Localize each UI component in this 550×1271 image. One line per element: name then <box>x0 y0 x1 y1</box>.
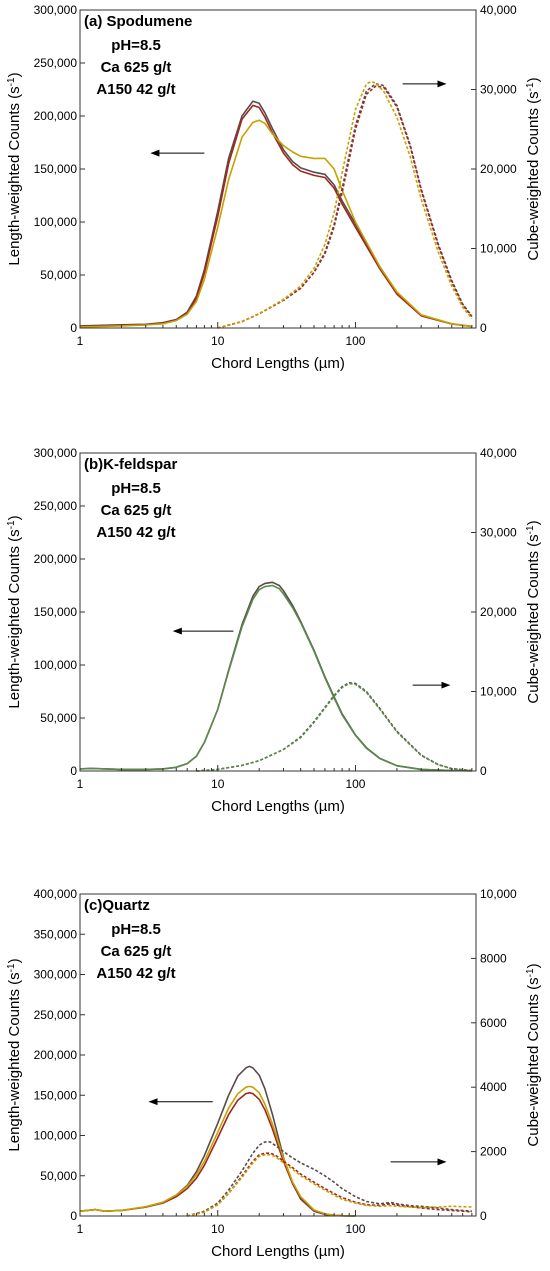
plot-frame <box>79 452 477 772</box>
y-right-tick-label: 0 <box>480 321 487 335</box>
x-axis-title: Chord Lengths (µm) <box>211 355 345 372</box>
annotation-line: Ca 625 g/t <box>101 59 172 76</box>
y-left-tick-label: 150,000 <box>34 605 78 619</box>
plot-frame <box>79 9 477 329</box>
chart-panel-3: 1 10 100 0 50,000 100,000 150,000 200,000 250,00… <box>6 887 543 1260</box>
series-line-1 <box>79 581 472 772</box>
y-left-tick-label: 300,000 <box>34 446 78 460</box>
y-right-tick-label: 40,000 <box>480 446 517 460</box>
y-right-tick-label: 4000 <box>480 1080 507 1094</box>
y-left-axis-title: Length-weighted Counts (s-1) <box>6 958 24 1151</box>
y-left-axis-title: Length-weighted Counts (s-1) <box>6 72 24 265</box>
annotation-line: pH=8.5 <box>111 480 161 497</box>
y-right-tick-label: 10,000 <box>480 685 517 699</box>
y-left-tick-label: 150,000 <box>34 1088 78 1102</box>
y-left-tick-label: 400,000 <box>34 887 78 901</box>
y-left-tick-label: 100,000 <box>34 658 78 672</box>
series-line-2 <box>79 1092 356 1217</box>
y-right-tick-label: 6000 <box>480 1016 507 1030</box>
y-left-tick-label: 50,000 <box>40 1169 77 1183</box>
y-right-tick-label: 30,000 <box>480 83 517 97</box>
y-right-tick-label: 0 <box>480 1209 487 1223</box>
series-line-2 <box>79 584 472 772</box>
y-right-tick-label: 8000 <box>480 951 507 965</box>
series-line-6 <box>187 1154 472 1217</box>
series-line-1 <box>79 1065 356 1217</box>
y-left-tick-label: 300,000 <box>34 968 78 982</box>
chart-panel-1: 1 10 100 0 50,000 100,000 150,000 200,000 250,00… <box>6 3 543 372</box>
annotation-line: Ca 625 g/t <box>101 943 172 960</box>
y-right-tick-label: 2000 <box>480 1145 507 1159</box>
y-left-tick-label: 50,000 <box>40 268 77 282</box>
series-line-1 <box>79 100 473 328</box>
x-tick-label: 10 <box>211 1222 225 1236</box>
series-line-4 <box>186 1141 472 1217</box>
x-tick-label: 100 <box>345 334 365 348</box>
y-left-tick-label: 100,000 <box>34 215 78 229</box>
series-line-3 <box>79 1085 356 1217</box>
y-left-tick-label: 250,000 <box>34 499 78 513</box>
annotation-line: Ca 625 g/t <box>101 502 172 519</box>
y-right-axis-title: Cube-weighted Counts (s-1) <box>525 520 543 703</box>
y-left-tick-label: 250,000 <box>34 56 78 70</box>
x-tick-label: 1 <box>77 1222 84 1236</box>
y-left-tick-label: 300,000 <box>34 3 78 17</box>
y-right-tick-label: 10,000 <box>480 242 517 256</box>
y-left-tick-label: 50,000 <box>40 711 77 725</box>
x-tick-label: 1 <box>77 334 84 348</box>
series-line-3 <box>79 119 473 328</box>
annotation-line: pH=8.5 <box>111 921 161 938</box>
y-left-tick-label: 0 <box>70 764 77 778</box>
x-axis-title: Chord Lengths (µm) <box>211 798 345 815</box>
x-tick-label: 10 <box>211 777 225 791</box>
annotation-line: A150 42 g/t <box>96 81 175 98</box>
chart-panel-2: 1 10 100 0 50,000 100,000 150,000 200,000 250,00… <box>6 446 543 815</box>
y-right-tick-label: 10,000 <box>480 887 517 901</box>
y-left-tick-label: 200,000 <box>34 552 78 566</box>
x-axis-title: Chord Lengths (µm) <box>211 1243 345 1260</box>
y-right-tick-label: 20,000 <box>480 605 517 619</box>
y-left-tick-label: 0 <box>70 1209 77 1223</box>
y-right-tick-label: 20,000 <box>480 162 517 176</box>
x-tick-label: 10 <box>211 334 225 348</box>
y-right-tick-label: 0 <box>480 764 487 778</box>
y-left-tick-label: 150,000 <box>34 162 78 176</box>
x-tick-label: 1 <box>77 777 84 791</box>
annotation-line: A150 42 g/t <box>96 524 175 541</box>
panel-label: (c)Quartz <box>84 897 150 914</box>
x-tick-label: 100 <box>345 777 365 791</box>
y-right-axis-title: Cube-weighted Counts (s-1) <box>525 77 543 260</box>
y-right-tick-label: 30,000 <box>480 526 517 540</box>
annotation-line: A150 42 g/t <box>96 965 175 982</box>
y-left-tick-label: 200,000 <box>34 1048 78 1062</box>
y-right-axis-title: Cube-weighted Counts (s-1) <box>525 963 543 1146</box>
panel-label: (a) Spodumene <box>84 13 192 30</box>
series-line-5 <box>217 85 473 329</box>
y-left-tick-label: 200,000 <box>34 109 78 123</box>
y-left-tick-label: 350,000 <box>34 927 78 941</box>
x-tick-label: 100 <box>345 1222 365 1236</box>
series-line-6 <box>217 80 473 329</box>
y-left-tick-label: 250,000 <box>34 1008 78 1022</box>
y-left-tick-label: 100,000 <box>34 1129 78 1143</box>
annotation-line: pH=8.5 <box>111 37 161 54</box>
panel-label: (b)K-feldspar <box>84 456 177 473</box>
y-left-axis-title: Length-weighted Counts (s-1) <box>6 515 24 708</box>
y-left-tick-label: 0 <box>70 321 77 335</box>
y-right-tick-label: 40,000 <box>480 3 517 17</box>
series-line-4 <box>196 682 472 772</box>
